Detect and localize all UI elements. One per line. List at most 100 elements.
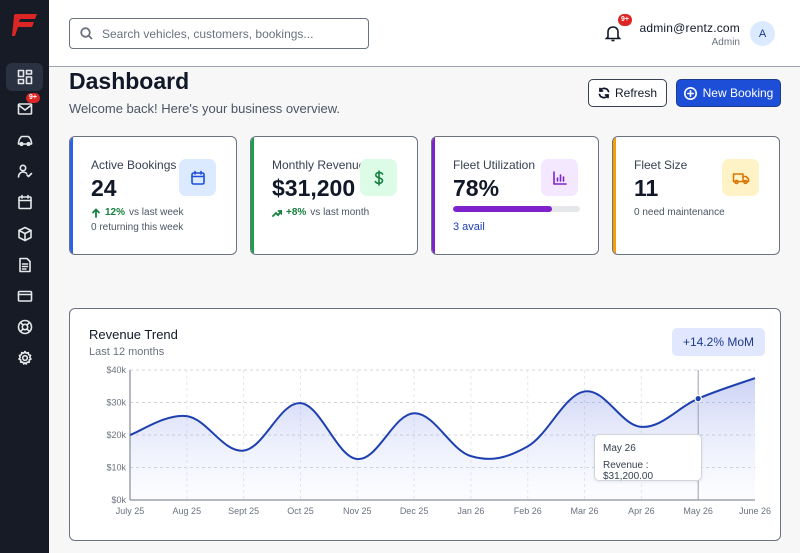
trend-text: vs last month [310,207,370,218]
notifications-button[interactable] [604,24,622,42]
x-tick-label: Jan 26 [457,506,484,516]
card-icon-box [722,159,759,196]
page-title: Dashboard [69,68,190,94]
revenue-line [129,377,756,461]
sidebar-item-dashboard[interactable] [6,63,43,91]
x-tick-label: Aug 25 [173,506,202,516]
calendar-icon [17,194,32,210]
active-bookings-card[interactable]: Active Bookings 24 12% vs last week 0 re… [69,136,237,255]
dollar-icon [374,169,383,186]
card-value: 78% [453,175,500,201]
document-icon [18,257,31,273]
x-tick-label: June 26 [739,506,771,516]
mail-icon [17,103,32,115]
refresh-icon [598,87,610,99]
card-value: 11 [634,175,659,201]
card-icon-box [179,159,216,196]
tooltip-date: May 26 [603,443,636,454]
trend-value: 12% [105,207,126,218]
car-icon [17,135,32,147]
card-label: Fleet Size [634,158,688,172]
utilization-progress-bar [453,206,580,212]
chart-tooltip: May 26 Revenue : $31,200.00 [594,434,702,482]
x-tick-label: Apr 26 [628,506,655,516]
user-role: Admin [711,37,740,48]
progress-fill [453,206,553,212]
sidebar-item-inventory[interactable] [6,220,43,248]
sidebar-item-bookings[interactable] [6,188,43,216]
sidebar-item-settings[interactable] [6,344,43,372]
x-tick-label: Nov 25 [343,506,372,516]
fleet-size-card[interactable]: Fleet Size 11 0 need maintenance [612,136,780,255]
notification-badge: 9+ [618,14,632,26]
avatar[interactable]: A [750,21,775,46]
credit-card-icon [17,290,32,302]
sidebar-item-payments[interactable] [6,282,43,310]
sidebar-item-vehicles[interactable] [6,126,43,154]
x-tick-label: Sept 25 [228,506,259,516]
card-accent [613,137,616,254]
card-label: Monthly Revenue [272,158,366,172]
search-icon [80,27,93,40]
refresh-label: Refresh [614,86,658,100]
card-trend: +8% vs last month [272,207,369,218]
new-booking-label: New Booking [702,86,774,100]
sidebar-item-documents[interactable] [6,251,43,279]
trend-value: +8% [286,207,307,218]
gear-icon [17,350,32,365]
card-accent [432,137,435,254]
topbar: 9+ admin@rentz.com Admin A [49,0,800,67]
fleet-utilization-card[interactable]: Fleet Utilization 78% 3 avail [431,136,599,255]
data-point [694,394,702,403]
arrow-up-icon [92,207,100,218]
user-email[interactable]: admin@rentz.com [639,21,740,35]
y-tick-label: $0k [111,495,126,505]
x-tick-label: Mar 26 [571,506,599,516]
chart-subtitle: Last 12 months [89,346,165,358]
refresh-button[interactable]: Refresh [588,79,667,107]
tooltip-value: Revenue : $31,200.00 [603,460,654,482]
user-check-icon [17,164,32,178]
x-tick-label: Dec 25 [400,506,429,516]
plus-circle-icon [683,86,697,100]
search-input[interactable] [102,26,362,41]
x-tick-label: Feb 26 [514,506,542,516]
available-count[interactable]: 3 avail [453,221,485,233]
card-trend: 12% vs last week [91,207,183,218]
y-tick-label: $40k [106,365,126,375]
card-note: 0 need maintenance [634,207,725,218]
support-icon [17,319,32,335]
trend-text: vs last week [129,207,184,218]
sidebar-item-messages[interactable]: 9+ [6,93,43,123]
chart-title: Revenue Trend [89,327,178,342]
mom-badge: +14.2% MoM [671,328,765,356]
brand-logo[interactable] [12,13,38,37]
card-icon-box [360,159,397,196]
search-box[interactable] [69,18,369,49]
y-tick-label: $30k [106,398,126,408]
card-label: Active Bookings [91,158,177,172]
bell-icon [604,26,622,42]
x-tick-label: Oct 25 [287,506,314,516]
revenue-trend-panel: $0k $10k $20k $30k $40k July 25 Aug 25 Sept 25 O… [69,308,781,541]
trend-up-icon [272,209,282,217]
dashboard-icon [17,69,32,85]
card-value: 24 [91,175,117,201]
messages-badge: 9+ [26,93,40,103]
truck-icon [732,172,749,184]
x-tick-label: July 25 [116,506,145,516]
bar-chart-icon [552,170,567,185]
sidebar-item-customers[interactable] [6,157,43,185]
monthly-revenue-card[interactable]: Monthly Revenue $31,200 +8% vs last mont… [250,136,418,255]
card-accent [251,137,254,254]
new-booking-button[interactable]: New Booking [676,79,781,107]
y-tick-label: $20k [106,430,126,440]
calendar-icon [190,170,205,185]
card-label: Fleet Utilization [453,158,536,172]
x-tick-label: May 26 [683,506,713,516]
box-icon [17,226,32,242]
card-icon-box [541,159,578,196]
page-subtitle: Welcome back! Here's your business overv… [69,101,341,116]
y-tick-label: $10k [106,463,126,473]
sidebar-item-support[interactable] [6,313,43,341]
